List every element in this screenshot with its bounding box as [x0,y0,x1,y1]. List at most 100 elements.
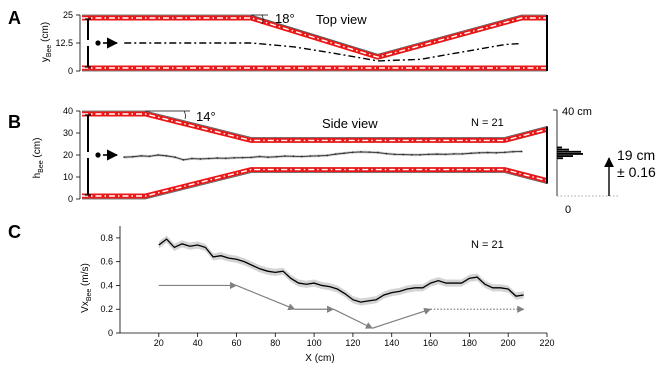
panel-b-height-point [309,155,312,158]
hist-bar [557,157,563,160]
panel-b-height-point [317,154,320,157]
panel-c-xtick-label: 180 [462,338,477,348]
panel-b: B hBee (cm) 40 30 20 10 0 Side view N = 21 1… [8,106,656,216]
panel-b-height-point [241,156,244,159]
panel-b-height-point [148,155,151,158]
panel-b-ytick-label: 0 [68,194,73,204]
panel-c-speed [158,235,524,306]
panel-b-height-point [368,151,371,154]
panel-b-height-point [224,157,227,160]
panel-c-speed-line [158,238,524,303]
panel-b-n-label: N = 21 [471,117,504,129]
panel-b-height-point [326,154,329,157]
panel-c-model-arrows [158,281,525,329]
panel-b-yticks: 40 30 20 10 0 [63,106,81,204]
panel-b-height-point [292,155,295,158]
panel-a-trajectory [124,42,522,62]
panel-a-width-bar [85,18,91,68]
panel-c-axes: 0 0.2 0.4 0.6 0.8 20 40 60 80 100 120 140 160 180 200 2… [100,226,555,348]
panel-a-ytick-label: 25 [63,10,73,20]
hist-scale-bottom: 0 [565,204,571,216]
panel-c-xtick-label: 220 [539,338,554,348]
panel-b-height-point [300,155,303,158]
panel-a-ytick-label: 0 [68,66,73,76]
panel-c-ytick-label: 0.8 [100,233,113,243]
panel-b-height-point [444,153,447,156]
panel-b-height-point [284,155,286,158]
panel-c-n-label: N = 21 [471,239,504,251]
hist-bar [557,153,583,155]
panel-b-height-point [351,151,354,154]
panel-a-top-wall-edge [82,14,547,55]
panel-c-ytick-label: 0.4 [100,280,113,290]
panel-b-walls [82,110,548,200]
panel-b-height-point [377,151,379,154]
panel-b-ytick-label: 20 [63,150,73,160]
panel-c-ytick-label: 0.6 [100,257,113,267]
panel-a-top-wall-pattern [82,17,547,58]
panel-c-ytick-label: 0.2 [100,304,113,314]
panel-a-ylabel: yBee (cm) [40,22,53,62]
panel-b-bottom-wall-band [82,167,548,199]
panel-b-bar-gap [86,152,90,158]
panel-a-bee-start-marker [95,37,119,49]
panel-b-height-point [402,153,405,156]
panel-b-height-point [436,153,438,156]
panel-b-height-point [410,153,413,156]
hist-sem-label: ± 0.16 [617,164,656,180]
panel-b-top-wall-edge [82,110,548,138]
hist-bar [557,150,581,153]
panel-c-ytick-label: 0 [108,328,113,338]
panel-b-height-point [427,153,430,156]
panel-b-angle-marker [145,110,190,120]
panel-a-angle-label: 18° [275,11,295,26]
panel-b-height-point [233,156,236,159]
panel-b-height-point [123,156,126,159]
panel-b-angle-label: 14° [196,109,216,124]
panel-c-xtick-label: 60 [231,338,241,348]
panel-b-ytick-label: 10 [63,172,73,182]
panel-b-height-point [165,154,168,157]
panel-b-height-point [182,158,185,161]
panel-c-xtick-label: 140 [384,338,399,348]
panel-b-height-point [385,152,388,155]
panel-b-height-point [393,153,396,156]
panel-b-ytick-label: 40 [63,106,73,116]
panel-b-mean-height [123,150,523,162]
panel-c-xtick-label: 200 [501,338,516,348]
panel-b-angle-arc [183,110,186,120]
panel-b-height-point [512,150,515,153]
panel-c-xlabel: X (cm) [305,353,334,364]
panel-a-yticks: 25 12.5 0 [55,10,81,76]
panel-c-model-arrow [372,307,432,329]
panel-a: A yBee (cm) 25 12.5 0 Top view 18° [8,8,548,76]
panel-b-height-point [258,155,261,158]
hist-bar [557,148,569,151]
panel-b-ylabel: hBee (cm) [32,138,45,179]
panel-b-height-point [131,155,134,158]
panel-b-ytick-label: 30 [63,128,73,138]
hist-mean-label: 19 cm [617,147,655,163]
panel-a-angle-arc [261,14,264,25]
panel-b-height-point [334,153,337,156]
panel-a-title: Top view [316,12,367,27]
panel-b-bee-dot [95,152,101,158]
panel-b-bottom-wall-edge [82,172,548,200]
panel-b-height-point [495,151,498,154]
panel-b-height-point [275,155,278,158]
panel-b-height-point [199,158,202,160]
panel-b-height-point [250,156,252,159]
panel-b-height-point [267,156,269,159]
panel-b-bee-start-marker [95,149,119,161]
panel-b-height-point [419,153,422,156]
panel-c-xtick-label: 120 [345,338,360,348]
panel-c-xtick-label: 100 [307,338,322,348]
panel-a-angle-marker [251,14,268,25]
panel-b-height-point [478,151,481,154]
panel-b-height-point [520,150,523,153]
hist-bar [557,155,573,157]
panel-b-letter: B [8,112,21,132]
hist-bar [557,146,562,149]
panel-b-height-point [503,151,506,154]
